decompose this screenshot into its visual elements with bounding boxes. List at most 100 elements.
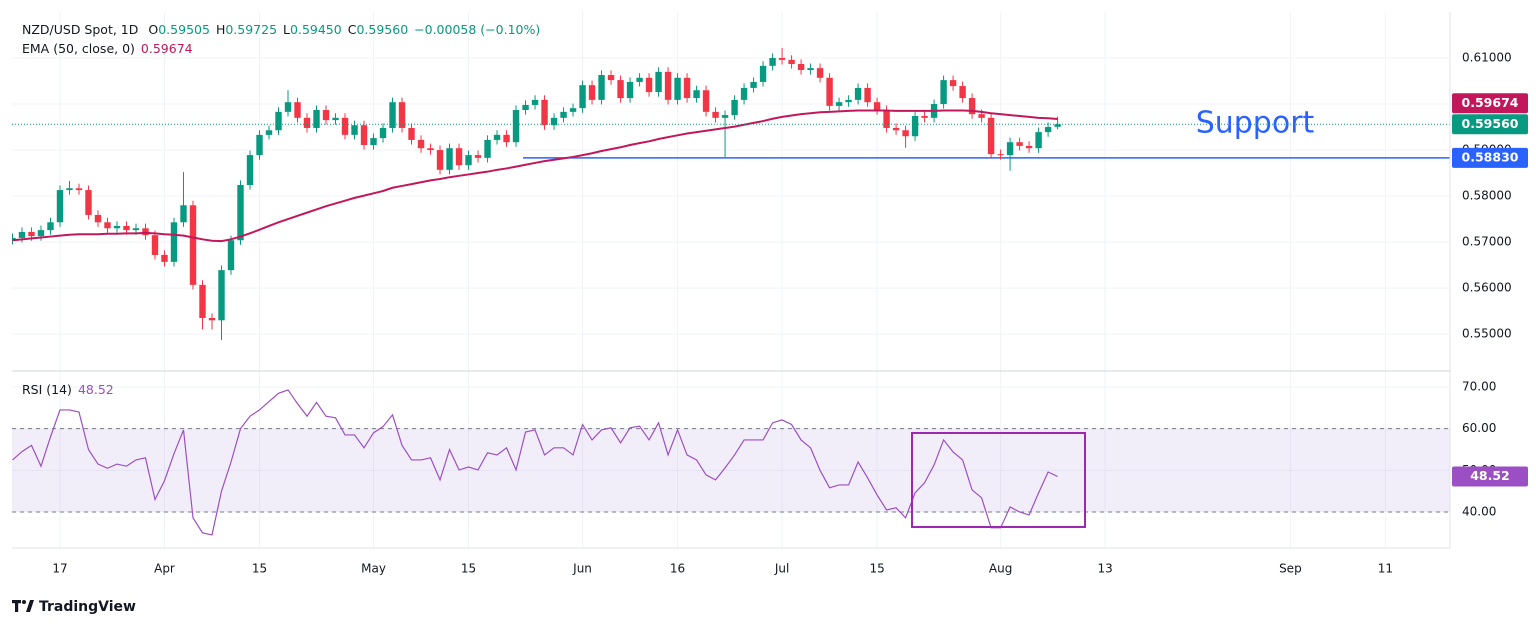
candle-body [360, 125, 368, 145]
rsi-name: RSI (14) [22, 382, 72, 397]
candle-body [826, 77, 833, 106]
candle-body [123, 225, 130, 231]
rsi-value-box [1452, 466, 1528, 487]
candle-body [978, 114, 985, 118]
y-tick-label: 0.61000 [1462, 51, 1512, 65]
candle-body [512, 110, 520, 143]
candle-body [1035, 132, 1042, 149]
ema-price-box [1452, 93, 1528, 114]
candle-body [237, 185, 244, 241]
candle-body [104, 222, 111, 229]
candle-body [645, 77, 653, 93]
candle-body [721, 115, 729, 118]
candle-body [341, 117, 349, 135]
y-tick-label: 40.00 [1462, 505, 1496, 519]
tradingview-logo: TradingView [12, 599, 136, 615]
rsi-panel [12, 389, 1450, 536]
candle-body [674, 77, 681, 100]
candle-body [1044, 127, 1052, 133]
candle-body [284, 102, 292, 112]
candle-body [446, 148, 453, 170]
x-tick-label: Apr [154, 562, 175, 576]
rsi-legend: RSI (14) 48.52 [22, 382, 114, 397]
candle-body [531, 99, 539, 105]
candle-body [12, 237, 16, 240]
x-tick-label: May [361, 562, 386, 576]
price-change: −0.00058 (−0.10%) [414, 22, 540, 37]
candle-body [379, 127, 387, 139]
x-tick-label: 11 [1378, 562, 1393, 576]
ema-price-label: 0.59674 [1462, 95, 1519, 110]
ohlc-key: H [216, 22, 225, 37]
symbol-legend: NZD/USD Spot, 1D O0.59505 H0.59725 L0.59450… [22, 22, 540, 37]
y-tick-label: 0.56000 [1462, 281, 1512, 295]
candle-body [1016, 142, 1023, 146]
candle-body [56, 190, 64, 223]
candle-body [769, 58, 776, 66]
candle-body [845, 99, 852, 103]
candle-body [569, 108, 577, 112]
candle-body [351, 125, 358, 135]
candle-body [66, 188, 73, 191]
candle-body [959, 86, 966, 99]
candle-body [1006, 142, 1014, 156]
candle-body [636, 77, 643, 82]
candle-body [322, 110, 330, 121]
candle-body [883, 110, 890, 128]
ohlc-value: 0.59560 [356, 22, 408, 37]
candle-body [75, 188, 83, 191]
candle-body [902, 130, 909, 137]
candle-body [997, 154, 1004, 156]
candle-body [683, 77, 691, 99]
candle-body [807, 68, 814, 70]
candle-body [465, 155, 472, 166]
candle-body [560, 111, 567, 118]
candle-body [892, 127, 900, 131]
rsi-line [12, 389, 1058, 536]
candle-body [142, 228, 149, 236]
candle-body [455, 148, 463, 166]
x-tick-label: Aug [989, 562, 1012, 576]
candle-body [864, 87, 871, 103]
rsi-value-label: 48.52 [1470, 468, 1510, 483]
candle-body [151, 235, 159, 255]
candle-body [474, 155, 482, 158]
candle-body [873, 102, 881, 111]
ohlc-key: O [148, 22, 158, 37]
candle-body [208, 318, 216, 321]
candle-body [598, 75, 605, 100]
x-tick-label: 15 [252, 562, 267, 576]
ema-name: EMA (50, close, 0) [22, 41, 135, 56]
candle-body [940, 80, 947, 105]
candle-body [911, 115, 919, 137]
candle-body [731, 99, 738, 116]
candle-body [85, 190, 92, 215]
candle-body [854, 87, 862, 100]
last-price-box [1452, 114, 1528, 135]
x-tick-label: 16 [670, 562, 685, 576]
candle-body [180, 205, 187, 223]
candle-body [370, 138, 377, 145]
last-price-label: 0.59560 [1462, 116, 1519, 131]
candle-body [189, 205, 197, 285]
x-tick-label: 15 [869, 562, 884, 576]
candle-body [28, 231, 35, 237]
x-tick-label: Jul [774, 562, 789, 576]
candle-body [550, 117, 558, 126]
y-tick-label: 0.57000 [1462, 235, 1512, 249]
candle-body [246, 155, 254, 186]
candle-body [750, 81, 757, 88]
y-tick-label: 0.58000 [1462, 189, 1512, 203]
candle-body [132, 228, 140, 231]
logo-mark [15, 600, 19, 612]
candle-body [332, 117, 339, 121]
candle-body [436, 150, 444, 170]
candle-body [693, 90, 700, 99]
logo-mark [22, 600, 26, 604]
candle-body [94, 214, 102, 223]
y-tick-label: 70.00 [1462, 380, 1496, 394]
candle-body [1054, 124, 1061, 127]
ema-legend: EMA (50, close, 0) 0.59674 [22, 41, 193, 56]
candle-body [227, 240, 235, 271]
